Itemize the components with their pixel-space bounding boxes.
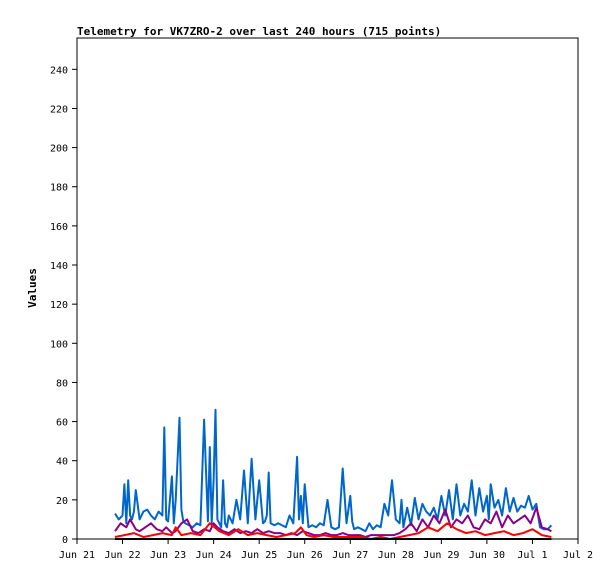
x-axis: Jun 21 Jun 22 Jun 23 Jun 24 Jun 25 Jun 26 Jun … — [59, 539, 593, 561]
y-tick-label: 140 — [50, 261, 68, 272]
y-tick-label: 60 — [56, 418, 68, 429]
y-tick-label: 160 — [50, 222, 68, 233]
y-tick-label: 20 — [56, 496, 68, 507]
y-tick-label: 0 — [62, 535, 68, 546]
x-tick-label: Jun 25 — [241, 550, 277, 561]
y-tick-label: 40 — [56, 457, 68, 468]
y-axis: 0 20 40 60 80 100 120 140 160 180 200 220 240 — [50, 65, 77, 546]
plot-area-frame — [76, 37, 579, 540]
y-tick-label: 240 — [50, 65, 68, 76]
x-tick-label: Jun 29 — [423, 550, 459, 561]
series-line-3 — [114, 522, 552, 540]
series-layer — [114, 408, 553, 540]
x-tick-label: Jun 23 — [150, 550, 186, 561]
y-tick-label: 180 — [50, 183, 68, 194]
x-tick-label: Jun 21 — [59, 550, 95, 561]
x-tick-label: Jul 2 — [563, 550, 593, 561]
x-tick-label: Jun 27 — [332, 550, 368, 561]
x-tick-label: Jun 24 — [196, 550, 232, 561]
x-tick-label: Jun 22 — [104, 550, 140, 561]
y-tick-label: 200 — [50, 144, 68, 155]
x-tick-label: Jul 1 — [517, 550, 547, 561]
x-tick-label: Jun 28 — [378, 550, 414, 561]
x-tick-label: Jun 30 — [469, 550, 505, 561]
y-tick-label: 80 — [56, 378, 68, 389]
y-tick-label: 220 — [50, 104, 68, 115]
chart-title: Telemetry for VK7ZRO-2 over last 240 hou… — [77, 25, 441, 38]
x-tick-label: Jun 26 — [287, 550, 323, 561]
series-line-1 — [114, 408, 553, 533]
y-axis-label: Values — [26, 268, 39, 308]
y-tick-label: 120 — [50, 300, 68, 311]
y-tick-label: 100 — [50, 339, 68, 350]
